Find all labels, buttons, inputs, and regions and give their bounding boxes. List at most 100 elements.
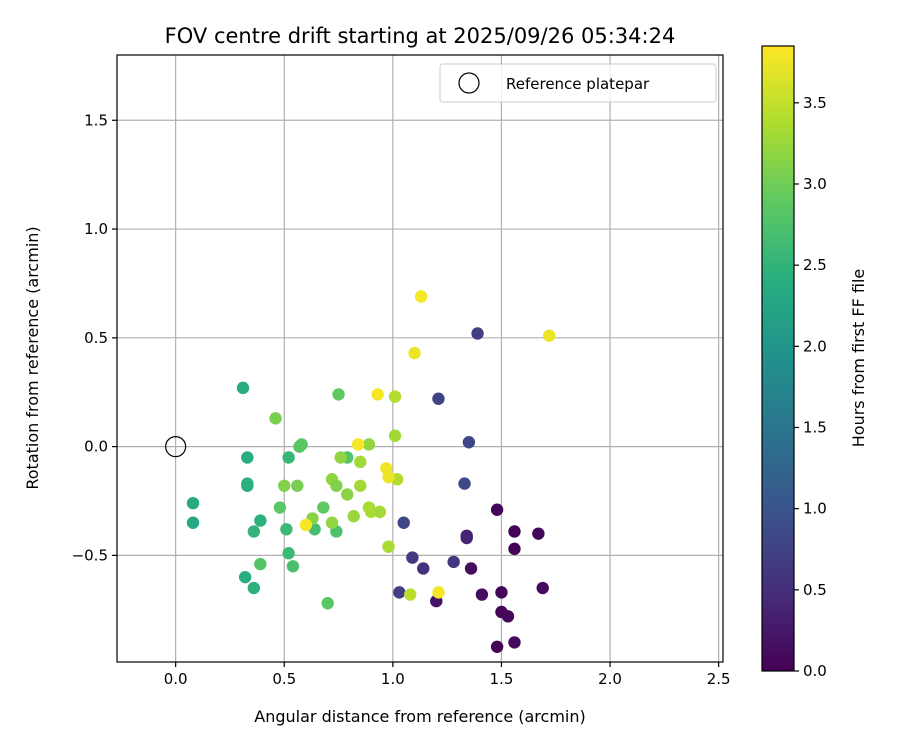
scatter-point [321,597,334,610]
colorbar-tick-label: 2.5 [803,256,827,274]
scatter-point [364,505,378,519]
scatter-point [278,479,291,492]
scatter-point [273,501,287,514]
legend-label-reference-platepar: Reference platepar [506,75,650,93]
scatter-point [501,610,515,623]
x-tick-label: 1.5 [490,670,514,688]
scatter-point [495,586,508,599]
chart-title: FOV centre drift starting at 2025/09/26 … [165,24,676,48]
x-tick-label: 2.5 [707,670,731,688]
scatter-point [362,438,376,451]
y-axis-ticks: −0.5 0.0 0.5 1.0 1.5 [72,111,117,564]
scatter-point [247,525,261,538]
colorbar-gradient [762,46,794,671]
scatter-point [460,531,473,545]
scatter-point [382,540,395,553]
colorbar-tick-label: 2.0 [803,337,827,355]
x-axis-label: Angular distance from reference (arcmin) [254,707,585,726]
scatter-point [471,327,484,340]
legend: Reference platepar [439,63,717,103]
scatter-point [406,551,419,564]
scatter-point [490,640,504,653]
scatter-point [432,392,445,405]
scatter-point [388,390,402,403]
reference-marker-layer [165,436,187,458]
colorbar: 0.0 0.5 1.0 1.5 2.0 2.5 3.0 3.5 Hours from firs… [761,45,868,680]
scatter-point [408,346,421,360]
scatter-point [186,496,200,510]
scatter-point [447,555,460,569]
scatter-point [393,586,406,599]
scatter-point [291,479,304,492]
plot-frame [116,54,724,663]
scatter-point [317,501,330,514]
scatter-point [236,381,250,395]
scatter-point [462,436,476,449]
scatter-point [458,477,471,490]
scatter-point [334,451,347,464]
y-tick-label: 1.5 [84,111,108,129]
scatter-point [354,479,367,492]
scatter-point [254,514,267,527]
scatter-point [397,516,410,529]
scatter-point [388,429,402,442]
grid-lines [117,55,723,662]
scatter-point [330,479,343,492]
x-tick-label: 1.0 [381,670,405,688]
scatter-point [351,438,365,451]
scatter-point [354,455,367,469]
scatter-point [508,636,521,649]
scatter-point [282,547,295,560]
y-tick-label: 1.0 [84,220,108,238]
x-tick-label: 0.0 [164,670,188,688]
scatter-point [238,570,252,584]
scatter-point [414,290,428,303]
scatter-point [299,518,313,532]
scatter-point [464,562,478,575]
legend-box [439,63,717,103]
scatter-point [543,329,556,342]
scatter-point [532,527,545,540]
scatter-point [382,470,395,484]
colorbar-tick-label: 0.0 [803,662,827,680]
y-tick-label: 0.5 [84,329,108,347]
scatter-point [490,503,504,516]
scatter-point [373,505,387,519]
x-axis-ticks: 0.0 0.5 1.0 1.5 2.0 2.5 [164,662,731,688]
colorbar-label: Hours from first FF file [849,269,868,448]
scatter-point [282,451,295,464]
scatter-point [371,388,384,401]
colorbar-frame [761,45,795,672]
scatter-point [508,525,521,538]
scatter-point [536,581,549,595]
scatter-point [295,438,308,451]
colorbar-tick-label: 3.5 [803,94,827,112]
scatter-point [241,479,254,492]
colorbar-tick-label: 1.0 [803,500,827,518]
colorbar-tick-label: 1.5 [803,418,827,436]
scatter-point [186,516,200,529]
scatter-point [269,412,282,425]
scatter-point [254,557,267,571]
scatter-point [332,388,345,401]
scatter-point [286,560,300,573]
y-tick-label: −0.5 [72,546,108,564]
colorbar-ticks: 0.0 0.5 1.0 1.5 2.0 2.5 3.0 3.5 [794,94,827,680]
scatter-point [475,588,489,601]
scatter-points [186,290,556,653]
scatter-point [432,586,445,599]
scatter-point [247,581,261,595]
y-tick-label: 0.0 [84,438,108,456]
scatter-point [347,510,360,523]
scatter-point [417,562,430,575]
scatter-point [341,488,354,501]
colorbar-tick-label: 3.0 [803,175,827,193]
scatter-point [280,523,293,536]
y-axis-label: Rotation from reference (arcmin) [23,226,42,489]
scatter-point [508,542,521,556]
legend-reference-marker [458,72,480,94]
reference-platepar-marker [165,436,187,458]
colorbar-tick-label: 0.5 [803,581,827,599]
x-tick-label: 0.5 [272,670,296,688]
